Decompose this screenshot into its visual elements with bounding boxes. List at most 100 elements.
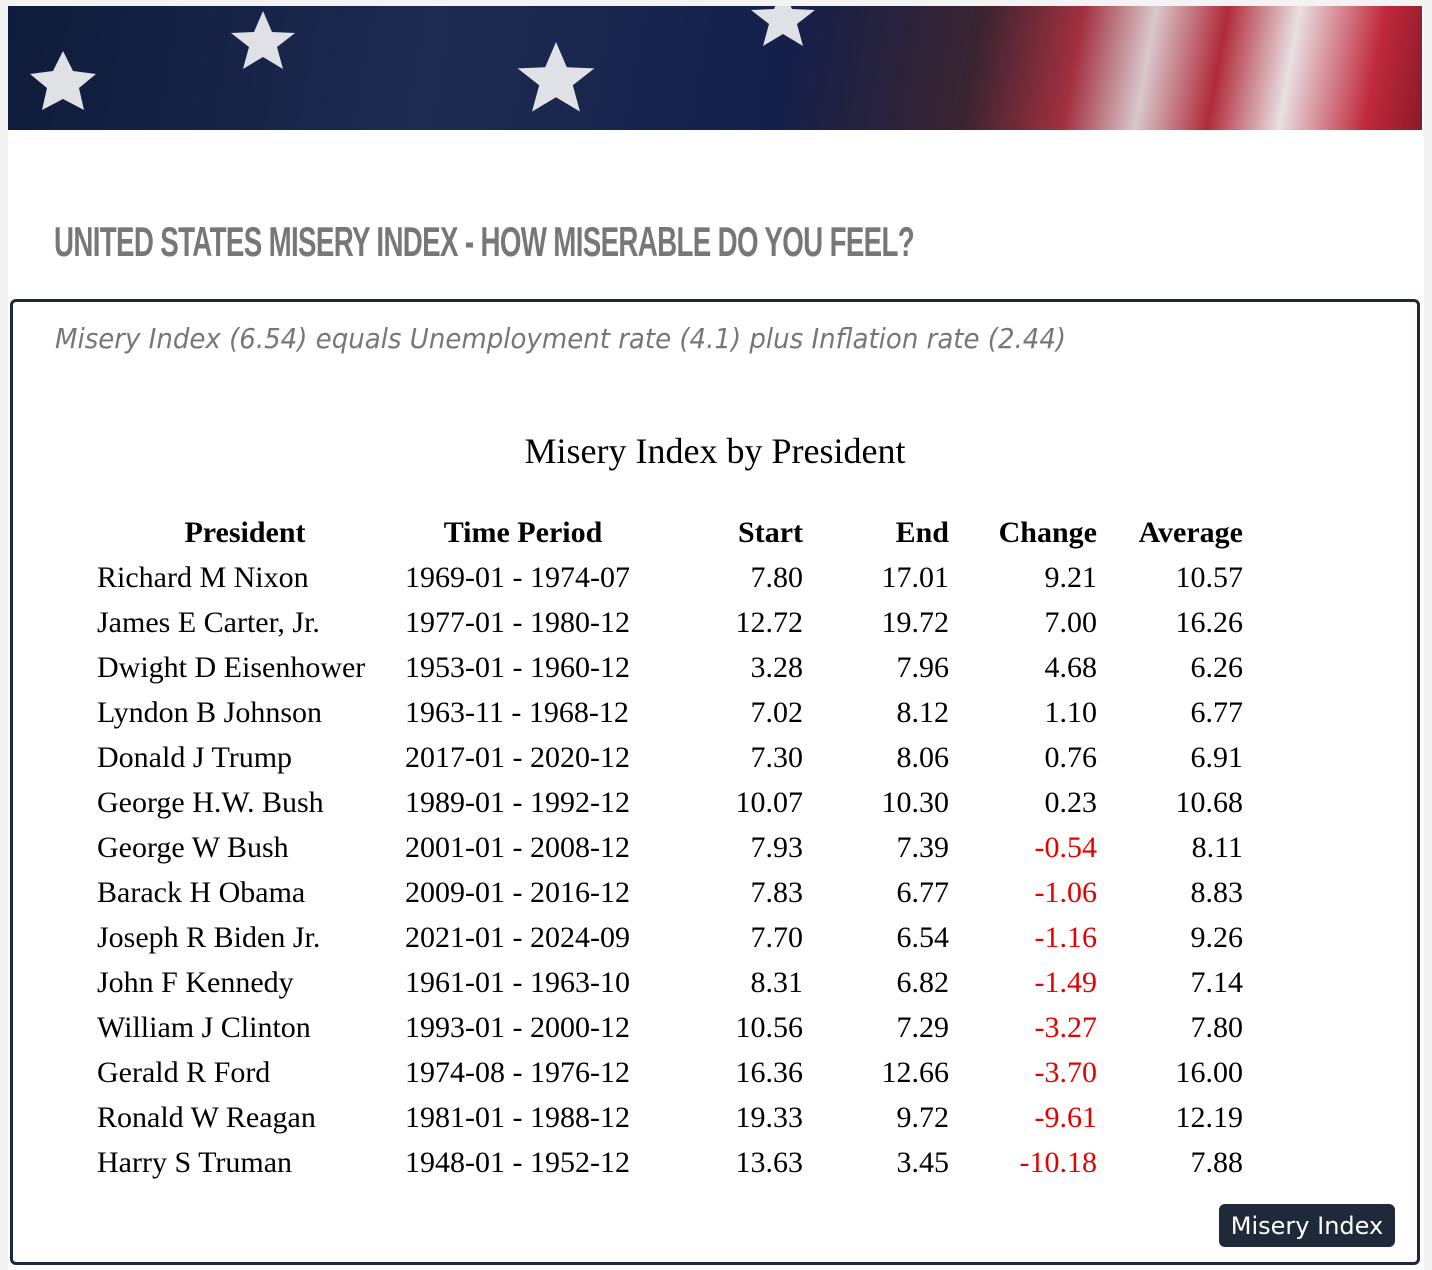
column-header: Average	[1138, 515, 1243, 549]
table-row: Joseph R Biden Jr. 2021-01 - 2024-09 7.70 6…	[97, 915, 1243, 960]
table-cell: Gerald R Ford	[97, 1055, 271, 1089]
table-cell: 9.26	[1190, 920, 1244, 954]
table-row: James E Carter, Jr. 1977-01 - 1980-12 12.7…	[97, 600, 1243, 645]
table-cell: 1981-01 - 1988-12	[405, 1100, 630, 1134]
table-cell: 16.00	[1175, 1055, 1244, 1089]
table-row: George H.W. Bush 1989-01 - 1992-12 10.07 10…	[97, 780, 1243, 825]
table-cell: 1953-01 - 1960-12	[405, 650, 630, 684]
table-cell: 8.06	[896, 740, 950, 774]
table-cell: Barack H Obama	[97, 875, 306, 909]
table-cell: 1961-01 - 1963-10	[405, 965, 630, 999]
table-cell: 10.30	[881, 785, 950, 819]
table-cell: -3.70	[1034, 1055, 1098, 1089]
table-cell: Lyndon B Johnson	[97, 695, 323, 729]
column-header: End	[895, 515, 949, 549]
table-cell: -10.18	[1019, 1145, 1098, 1179]
table-cell: 12.66	[881, 1055, 950, 1089]
table-cell: Ronald W Reagan	[97, 1100, 316, 1134]
table-cell: 1977-01 - 1980-12	[405, 605, 630, 639]
table-row: Ronald W Reagan 1981-01 - 1988-12 19.33 9.7…	[97, 1095, 1243, 1140]
table-cell: 7.93	[750, 830, 804, 864]
table-row: Donald J Trump 2017-01 - 2020-12 7.30 8.06 0…	[97, 735, 1243, 780]
table-cell: 8.83	[1190, 875, 1244, 909]
table-row: Dwight D Eisenhower 1953-01 - 1960-12 3.28…	[97, 645, 1243, 690]
flag-banner	[8, 6, 1422, 130]
table-cell: 2017-01 - 2020-12	[405, 740, 630, 774]
misery-index-button[interactable]: Misery Index	[1219, 1204, 1395, 1247]
table-cell: 6.77	[1190, 695, 1244, 729]
table-cell: 7.80	[750, 560, 804, 594]
table-row: George W Bush 2001-01 - 2008-12 7.93 7.39 -0…	[97, 825, 1243, 870]
table-cell: 7.14	[1190, 965, 1244, 999]
table-cell: 3.45	[896, 1145, 950, 1179]
table-cell: 6.91	[1190, 740, 1244, 774]
table-cell: 16.36	[735, 1055, 804, 1089]
table-cell: -1.49	[1034, 965, 1098, 999]
table-row: Barack H Obama 2009-01 - 2016-12 7.83 6.77 -…	[97, 870, 1243, 915]
table-cell: Richard M Nixon	[97, 560, 309, 594]
table-cell: 6.54	[896, 920, 950, 954]
page: UNITED STATES MISERY INDEX - HOW MISERAB…	[8, 6, 1424, 1270]
table-cell: 10.07	[735, 785, 804, 819]
table-cell: 9.21	[1044, 560, 1098, 594]
table-cell: 7.83	[750, 875, 804, 909]
table-cell: 6.82	[896, 965, 950, 999]
table-cell: 2021-01 - 2024-09	[405, 920, 630, 954]
table-row: Harry S Truman 1948-01 - 1952-12 13.63 3.45…	[97, 1140, 1243, 1185]
table-row: Lyndon B Johnson 1963-11 - 1968-12 7.02 8.1…	[97, 690, 1243, 735]
table-cell: 7.88	[1190, 1145, 1244, 1179]
table-cell: 7.70	[750, 920, 804, 954]
table-cell: 12.19	[1175, 1100, 1244, 1134]
table-cell: James E Carter, Jr.	[97, 605, 320, 639]
table-cell: George W Bush	[97, 830, 289, 864]
table-cell: 7.02	[750, 695, 804, 729]
table-cell: William J Clinton	[97, 1010, 311, 1044]
table-cell: 1969-01 - 1974-07	[405, 560, 630, 594]
table-cell: George H.W. Bush	[97, 785, 324, 819]
table-cell: 7.39	[896, 830, 950, 864]
table-cell: -3.27	[1034, 1010, 1098, 1044]
table-cell: 7.96	[896, 650, 950, 684]
table-cell: 8.31	[750, 965, 804, 999]
table-cell: 10.68	[1175, 785, 1244, 819]
table-cell: John F Kennedy	[97, 965, 294, 999]
president-table: President Time Period Start End Change Averag…	[97, 510, 1243, 1185]
page-title: UNITED STATES MISERY INDEX - HOW MISERAB…	[54, 218, 915, 265]
table-cell: 0.76	[1044, 740, 1098, 774]
table-row: Gerald R Ford 1974-08 - 1976-12 16.36 12.66…	[97, 1050, 1243, 1095]
table-cell: 1.10	[1044, 695, 1098, 729]
table-cell: 1963-11 - 1968-12	[405, 695, 629, 729]
table-cell: 19.33	[735, 1100, 804, 1134]
table-cell: 16.26	[1175, 605, 1244, 639]
table-cell: Harry S Truman	[97, 1145, 293, 1179]
column-header: Change	[998, 515, 1097, 549]
table-cell: 1993-01 - 2000-12	[405, 1010, 630, 1044]
table-cell: 9.72	[896, 1100, 950, 1134]
table-cell: 2001-01 - 2008-12	[405, 830, 630, 864]
table-cell: Donald J Trump	[97, 740, 293, 774]
table-cell: 7.80	[1190, 1010, 1244, 1044]
table-cell: 6.26	[1190, 650, 1244, 684]
table-cell: 4.68	[1044, 650, 1098, 684]
table-cell: 1974-08 - 1976-12	[405, 1055, 630, 1089]
table-row: William J Clinton 1993-01 - 2000-12 10.56 7…	[97, 1005, 1243, 1050]
table-cell: 2009-01 - 2016-12	[405, 875, 630, 909]
table-row: John F Kennedy 1961-01 - 1963-10 8.31 6.82 -…	[97, 960, 1243, 1005]
table-cell: 7.00	[1044, 605, 1098, 639]
table-row: Richard M Nixon 1969-01 - 1974-07 7.80 17.0…	[97, 555, 1243, 600]
table-cell: 0.23	[1044, 785, 1098, 819]
table-cell: -9.61	[1034, 1100, 1098, 1134]
table-cell: 3.28	[750, 650, 804, 684]
table-cell: -1.16	[1034, 920, 1098, 954]
table-cell: Joseph R Biden Jr.	[97, 920, 321, 954]
table-cell: 13.63	[735, 1145, 804, 1179]
content-card: Misery Index (6.54) equals Unemployment …	[10, 299, 1420, 1265]
table-cell: 7.29	[896, 1010, 950, 1044]
table-cell: Dwight D Eisenhower	[97, 650, 366, 684]
table-cell: 1989-01 - 1992-12	[405, 785, 630, 819]
table-cell: 8.12	[896, 695, 950, 729]
table-cell: 7.30	[750, 740, 804, 774]
table-title: Misery Index by President	[524, 431, 906, 471]
table-cell: 10.57	[1175, 560, 1244, 594]
